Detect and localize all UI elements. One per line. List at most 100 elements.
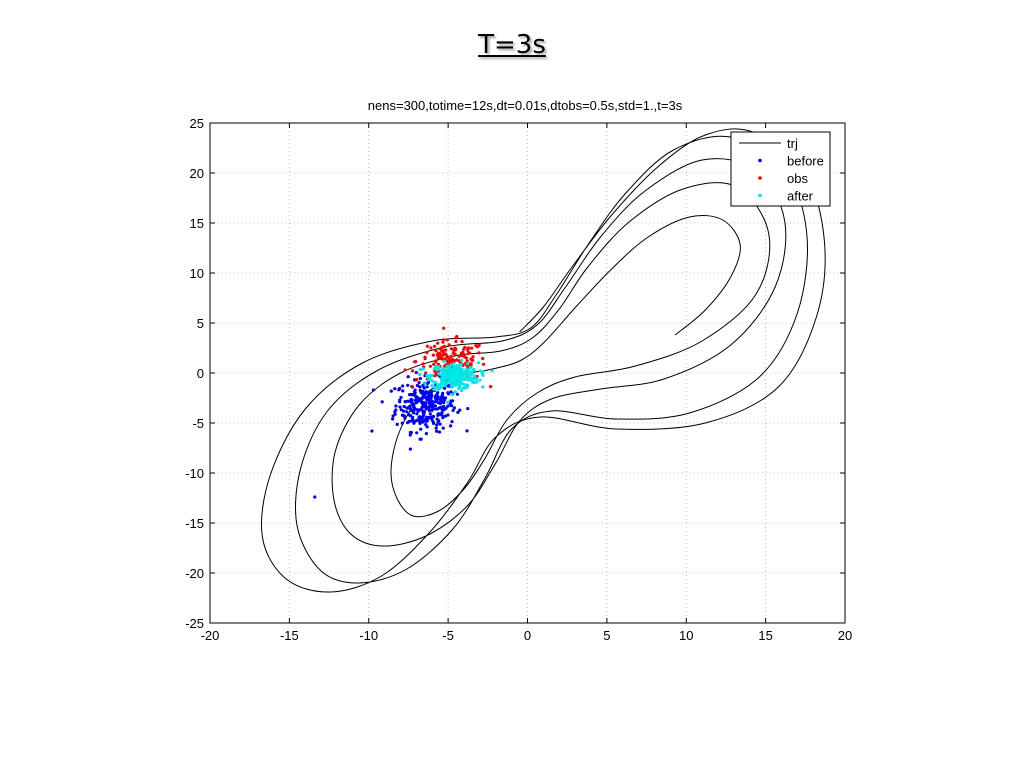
before-point bbox=[422, 410, 426, 414]
before-point bbox=[421, 384, 425, 388]
obs-point bbox=[421, 362, 425, 366]
after-point bbox=[450, 392, 454, 397]
after-point bbox=[481, 385, 485, 389]
obs-point bbox=[446, 359, 450, 363]
obs-point bbox=[415, 377, 419, 382]
obs-point bbox=[410, 384, 414, 388]
before-point bbox=[446, 391, 450, 395]
after-point bbox=[432, 385, 436, 389]
x-tick-label: -10 bbox=[359, 628, 378, 643]
before-point bbox=[429, 392, 433, 396]
after-point bbox=[467, 375, 471, 379]
before-point bbox=[458, 408, 462, 412]
after-point bbox=[475, 380, 479, 384]
before-point bbox=[425, 396, 429, 401]
after-point bbox=[418, 367, 423, 371]
y-tick-label: -5 bbox=[192, 416, 204, 431]
obs-point bbox=[455, 334, 459, 339]
after-point bbox=[438, 385, 442, 389]
before-point bbox=[407, 413, 411, 417]
before-point bbox=[425, 425, 429, 429]
after-point bbox=[490, 369, 494, 373]
before-point bbox=[435, 423, 439, 427]
x-tick-label: -15 bbox=[280, 628, 299, 643]
before-point bbox=[402, 404, 406, 409]
before-point bbox=[422, 401, 426, 405]
before-point bbox=[436, 413, 440, 417]
obs-point bbox=[464, 356, 468, 360]
before-point bbox=[413, 388, 417, 392]
after-point bbox=[453, 390, 457, 394]
before-point bbox=[393, 412, 397, 416]
after-point bbox=[466, 378, 470, 382]
legend: trj before obs after bbox=[730, 131, 831, 207]
after-point bbox=[459, 362, 463, 366]
before-point bbox=[412, 409, 416, 413]
obs-point bbox=[428, 364, 432, 368]
before-point bbox=[438, 398, 442, 402]
y-tick-label: 10 bbox=[190, 266, 204, 281]
obs-point bbox=[411, 369, 415, 373]
before-point bbox=[430, 389, 434, 393]
chart-title: nens=300,totime=12s,dt=0.01s,dtobs=0.5s,… bbox=[368, 98, 683, 113]
before-point bbox=[370, 429, 374, 433]
before-point bbox=[409, 430, 413, 435]
after-point bbox=[450, 382, 454, 386]
y-tick-label: -20 bbox=[185, 566, 204, 581]
before-point bbox=[431, 402, 435, 406]
before-point bbox=[406, 399, 410, 403]
obs-point bbox=[460, 352, 464, 356]
obs-point bbox=[432, 362, 436, 366]
after-point bbox=[425, 373, 429, 377]
before-point bbox=[401, 389, 405, 393]
obs-point bbox=[470, 346, 474, 350]
legend-swatch-after bbox=[758, 193, 762, 198]
obs-point bbox=[453, 352, 457, 356]
before-point bbox=[415, 431, 419, 435]
x-tick-label: 15 bbox=[758, 628, 772, 643]
before-point bbox=[417, 416, 421, 420]
before-point bbox=[442, 398, 446, 402]
before-point bbox=[401, 384, 405, 388]
before-point bbox=[415, 395, 419, 399]
obs-point bbox=[465, 359, 469, 363]
after-point bbox=[457, 387, 461, 391]
after-point bbox=[443, 379, 447, 383]
legend-label-trj: trj bbox=[787, 136, 798, 151]
before-point bbox=[418, 377, 422, 381]
before-point bbox=[408, 404, 412, 408]
after-point bbox=[430, 373, 434, 377]
before-point bbox=[430, 408, 434, 412]
before-point bbox=[431, 420, 435, 424]
after-point bbox=[468, 365, 472, 369]
after-point bbox=[446, 365, 450, 370]
obs-point bbox=[454, 339, 458, 344]
obs-point bbox=[436, 356, 440, 360]
before-point bbox=[425, 385, 429, 389]
after-point bbox=[459, 358, 464, 363]
before-point bbox=[393, 387, 397, 391]
before-point bbox=[440, 410, 444, 415]
obs-point bbox=[449, 354, 453, 358]
x-tick-label: -20 bbox=[201, 628, 220, 643]
x-tick-label: 20 bbox=[838, 628, 852, 643]
trajectory-layer bbox=[260, 128, 826, 593]
before-point bbox=[437, 419, 441, 423]
before-point bbox=[419, 427, 423, 431]
before-point bbox=[428, 412, 432, 416]
y-tick-label: 20 bbox=[190, 166, 204, 181]
after-point bbox=[442, 359, 446, 363]
obs-point bbox=[436, 341, 440, 345]
before-point bbox=[409, 397, 413, 401]
after-point bbox=[418, 372, 422, 377]
before-point bbox=[431, 414, 436, 419]
before-point bbox=[403, 400, 407, 404]
after-point bbox=[461, 386, 465, 390]
before-point bbox=[446, 413, 450, 417]
before-point bbox=[437, 430, 442, 434]
obs-point bbox=[423, 355, 427, 359]
after-point bbox=[478, 378, 482, 382]
before-point bbox=[424, 423, 428, 427]
after-point bbox=[460, 388, 464, 393]
after-point bbox=[481, 373, 485, 377]
